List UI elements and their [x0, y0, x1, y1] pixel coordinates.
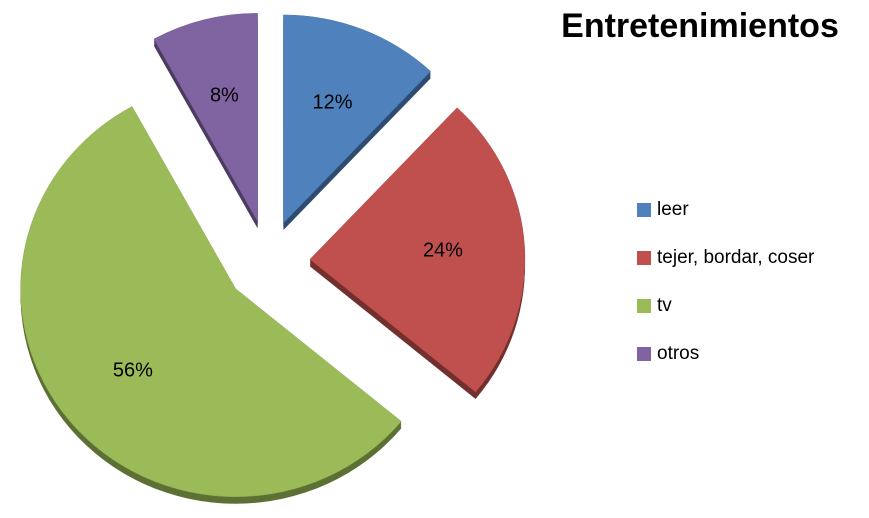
pie-slice	[283, 14, 431, 224]
data-label: 12%	[313, 91, 353, 113]
legend-label: tv	[657, 295, 672, 316]
legend-swatch	[637, 347, 651, 361]
legend-swatch	[637, 299, 651, 313]
chart-title: Entretenimientos	[561, 7, 839, 45]
legend-swatch	[637, 203, 651, 217]
pie-slice	[309, 107, 526, 393]
legend-label: otros	[657, 343, 699, 364]
pie-slice	[153, 13, 258, 223]
legend-label: tejer, bordar, coser	[657, 247, 815, 268]
data-label: 8%	[210, 85, 239, 107]
pie-slice	[20, 106, 402, 497]
data-label: 24%	[423, 240, 463, 262]
data-label: 56%	[113, 359, 153, 381]
legend-swatch	[637, 251, 651, 265]
legend-label: leer	[657, 199, 689, 220]
